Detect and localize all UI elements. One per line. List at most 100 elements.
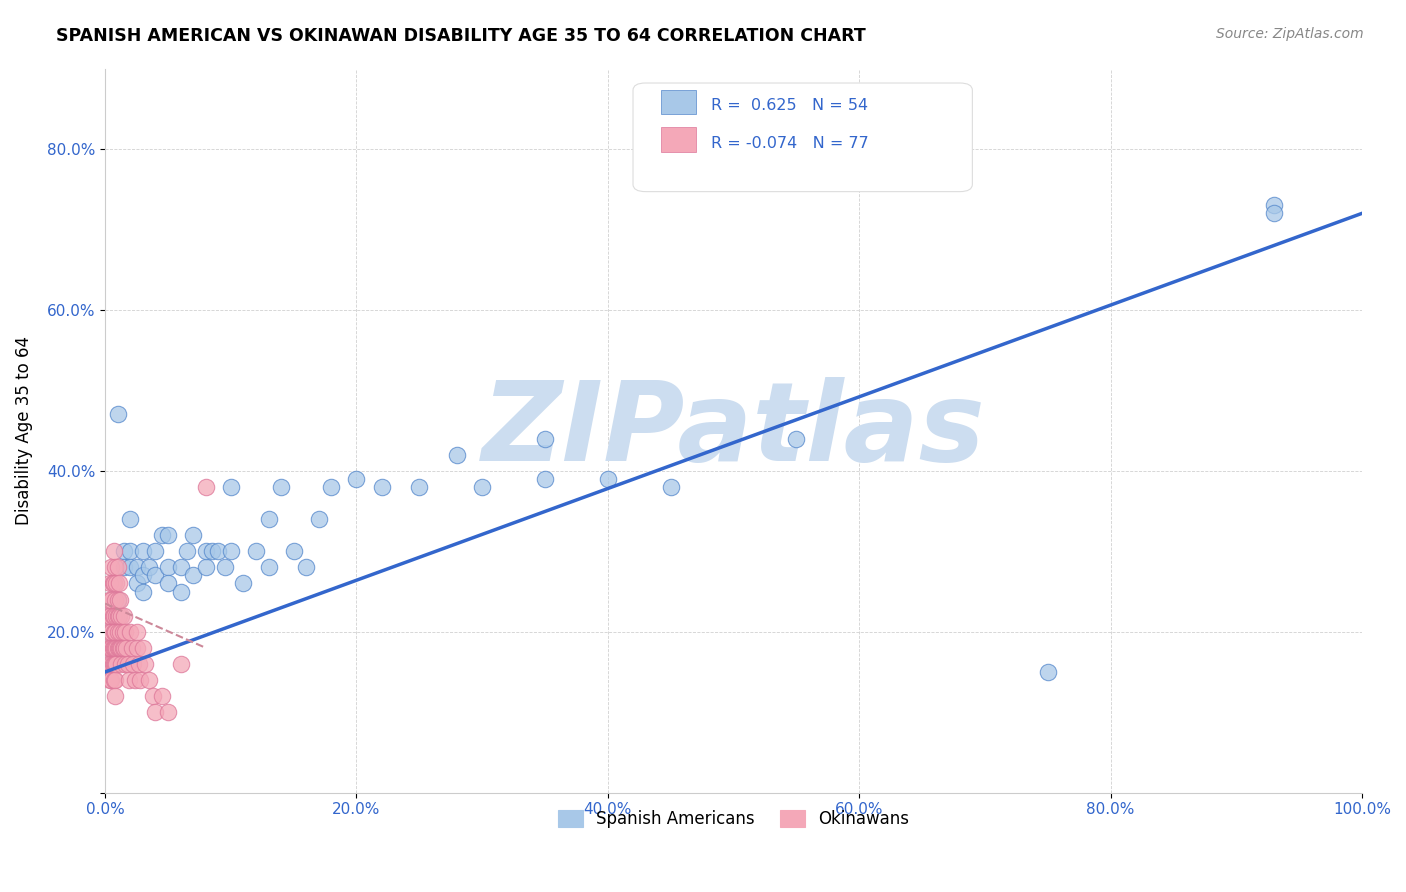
- Point: [201, 544, 224, 558]
- Point: [97, 608, 120, 623]
- Point: [125, 576, 148, 591]
- Point: [98, 576, 121, 591]
- Point: [181, 528, 204, 542]
- Point: [107, 408, 129, 422]
- Point: [104, 640, 127, 655]
- Point: [100, 640, 122, 655]
- Point: [98, 673, 121, 687]
- Point: [132, 584, 155, 599]
- Point: [108, 576, 131, 591]
- Point: [103, 576, 125, 591]
- Point: [270, 480, 292, 494]
- Point: [169, 584, 191, 599]
- Point: [534, 432, 557, 446]
- Text: Source: ZipAtlas.com: Source: ZipAtlas.com: [1216, 27, 1364, 41]
- Point: [107, 592, 129, 607]
- Point: [132, 544, 155, 558]
- Point: [596, 472, 619, 486]
- Point: [150, 528, 173, 542]
- Point: [121, 657, 143, 671]
- Point: [104, 592, 127, 607]
- Point: [100, 673, 122, 687]
- Point: [103, 608, 125, 623]
- Point: [105, 640, 128, 655]
- Point: [108, 608, 131, 623]
- Point: [138, 673, 160, 687]
- Point: [110, 640, 132, 655]
- Point: [107, 592, 129, 607]
- Point: [346, 472, 368, 486]
- Point: [194, 560, 217, 574]
- Point: [100, 560, 122, 574]
- Point: [219, 544, 242, 558]
- Point: [145, 705, 167, 719]
- Point: [659, 480, 682, 494]
- Point: [129, 673, 152, 687]
- Point: [138, 560, 160, 574]
- Point: [101, 608, 124, 623]
- Point: [125, 624, 148, 639]
- Point: [124, 673, 146, 687]
- Point: [1263, 198, 1285, 212]
- Point: [785, 432, 807, 446]
- Point: [308, 512, 330, 526]
- Point: [103, 544, 125, 558]
- Point: [107, 640, 129, 655]
- Point: [257, 560, 280, 574]
- Point: [103, 640, 125, 655]
- Legend: Spanish Americans, Okinawans: Spanish Americans, Okinawans: [551, 804, 915, 835]
- Point: [101, 657, 124, 671]
- Point: [534, 472, 557, 486]
- Point: [245, 544, 267, 558]
- Point: [120, 560, 142, 574]
- Point: [471, 480, 494, 494]
- Point: [169, 560, 191, 574]
- Point: [169, 657, 191, 671]
- Point: [105, 576, 128, 591]
- Y-axis label: Disability Age 35 to 64: Disability Age 35 to 64: [15, 336, 32, 525]
- Point: [176, 544, 198, 558]
- Point: [207, 544, 229, 558]
- Point: [321, 480, 343, 494]
- Point: [114, 657, 136, 671]
- Point: [104, 657, 127, 671]
- Point: [108, 640, 131, 655]
- Point: [112, 544, 135, 558]
- Point: [1263, 206, 1285, 220]
- Point: [97, 657, 120, 671]
- Point: [125, 560, 148, 574]
- Point: [446, 448, 468, 462]
- Point: [128, 657, 150, 671]
- Text: SPANISH AMERICAN VS OKINAWAN DISABILITY AGE 35 TO 64 CORRELATION CHART: SPANISH AMERICAN VS OKINAWAN DISABILITY …: [56, 27, 866, 45]
- Point: [105, 657, 128, 671]
- Point: [156, 528, 179, 542]
- Point: [145, 544, 167, 558]
- Point: [194, 480, 217, 494]
- Point: [408, 480, 430, 494]
- Point: [114, 624, 136, 639]
- Point: [104, 560, 127, 574]
- Point: [121, 640, 143, 655]
- Point: [103, 624, 125, 639]
- Point: [97, 592, 120, 607]
- Point: [100, 657, 122, 671]
- Point: [104, 624, 127, 639]
- Point: [108, 640, 131, 655]
- Point: [111, 624, 134, 639]
- Point: [156, 705, 179, 719]
- Point: [283, 544, 305, 558]
- Point: [117, 657, 139, 671]
- Point: [101, 640, 124, 655]
- Point: [120, 512, 142, 526]
- Point: [150, 689, 173, 703]
- Point: [214, 560, 236, 574]
- Point: [110, 608, 132, 623]
- Point: [107, 560, 129, 574]
- Point: [111, 640, 134, 655]
- Point: [105, 608, 128, 623]
- Point: [104, 673, 127, 687]
- Point: [107, 624, 129, 639]
- Point: [100, 624, 122, 639]
- Point: [1036, 665, 1059, 679]
- Point: [107, 608, 129, 623]
